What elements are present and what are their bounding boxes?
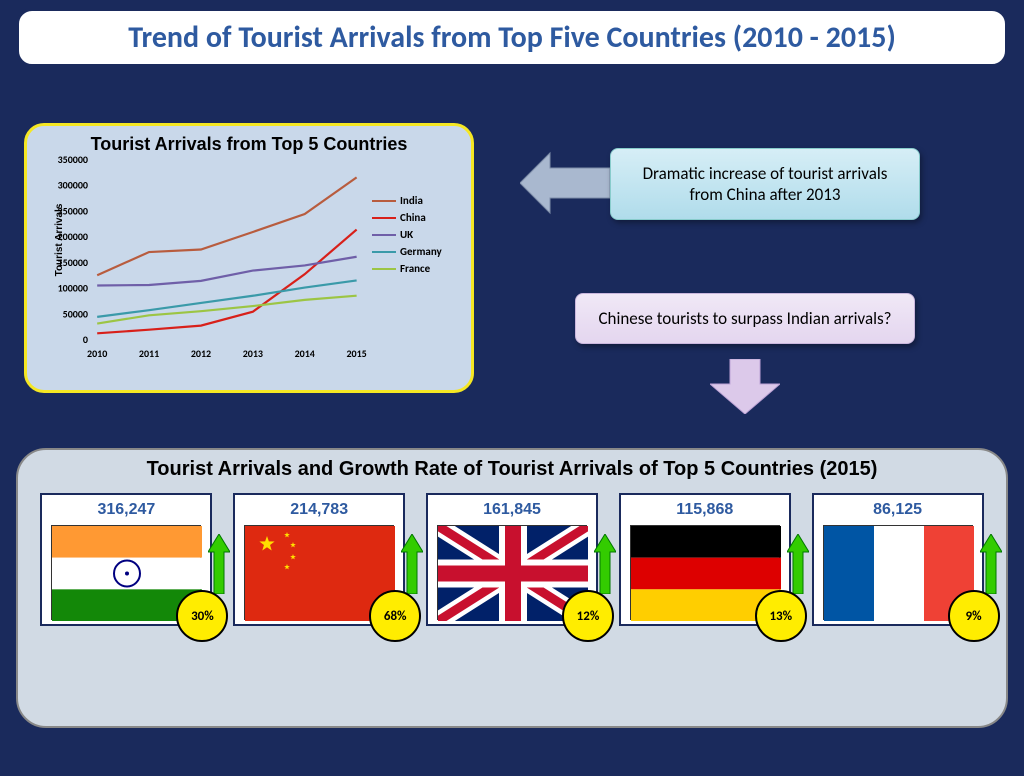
legend-item: France xyxy=(372,262,461,275)
page-title: Trend of Tourist Arrivals from Top Five … xyxy=(39,19,985,56)
up-arrow-icon xyxy=(401,534,423,594)
legend-label: France xyxy=(400,262,430,275)
arrow-down-icon xyxy=(710,359,780,414)
legend-item: Germany xyxy=(372,245,461,258)
growth-badge: 9% xyxy=(948,590,1000,642)
up-arrow-icon xyxy=(208,534,230,594)
arrivals-value: 161,845 xyxy=(432,501,592,519)
arrow-left-icon xyxy=(520,148,610,218)
legend-item: UK xyxy=(372,228,461,241)
legend-label: India xyxy=(400,194,423,207)
svg-text:350000: 350000 xyxy=(58,155,88,166)
svg-text:2011: 2011 xyxy=(139,347,159,360)
callout-surpass-question: Chinese tourists to surpass Indian arriv… xyxy=(575,293,915,344)
arrivals-value: 86,125 xyxy=(818,501,978,519)
legend-swatch xyxy=(372,200,396,202)
growth-badge: 12% xyxy=(562,590,614,642)
arrivals-value: 115,868 xyxy=(625,501,785,519)
svg-text:2013: 2013 xyxy=(243,347,263,360)
chart-svg: 0500001000001500002000002500003000003500… xyxy=(37,155,372,365)
svg-text:2014: 2014 xyxy=(295,347,315,360)
line-chart-panel: Tourist Arrivals from Top 5 Countries To… xyxy=(24,123,474,393)
up-arrow-icon xyxy=(594,534,616,594)
country-card-germany: 115,868 13% xyxy=(619,493,791,626)
up-arrow-icon xyxy=(787,534,809,594)
country-card-france: 86,125 9% xyxy=(812,493,984,626)
legend-label: Germany xyxy=(400,245,442,258)
arrivals-value: 214,783 xyxy=(239,501,399,519)
legend-swatch xyxy=(372,234,396,236)
growth-badge: 68% xyxy=(369,590,421,642)
bottom-title: Tourist Arrivals and Growth Rate of Tour… xyxy=(30,458,994,481)
legend-swatch xyxy=(372,217,396,219)
svg-text:0: 0 xyxy=(83,333,88,346)
country-card-china: 214,783 68% xyxy=(233,493,405,626)
chart-ylabel: Tourist Arrivals xyxy=(54,204,65,277)
callout-china-increase: Dramatic increase of tourist arrivals fr… xyxy=(610,148,920,220)
legend-item: China xyxy=(372,211,461,224)
svg-text:2012: 2012 xyxy=(191,347,211,360)
svg-text:2015: 2015 xyxy=(346,347,366,360)
flags-row: 316,247 30% 214,783 68% 161,845 12% 115,… xyxy=(30,493,994,626)
chart-plot: Tourist Arrivals 05000010000015000020000… xyxy=(37,155,372,365)
growth-badge: 30% xyxy=(176,590,228,642)
growth-badge: 13% xyxy=(755,590,807,642)
arrivals-value: 316,247 xyxy=(46,501,206,519)
legend-item: India xyxy=(372,194,461,207)
legend-swatch xyxy=(372,268,396,270)
svg-text:50000: 50000 xyxy=(63,307,88,320)
legend-label: China xyxy=(400,211,426,224)
svg-text:2010: 2010 xyxy=(87,347,107,360)
chart-legend: India China UK Germany France xyxy=(372,155,461,365)
country-card-india: 316,247 30% xyxy=(40,493,212,626)
svg-text:300000: 300000 xyxy=(58,179,88,192)
legend-swatch xyxy=(372,251,396,253)
up-arrow-icon xyxy=(980,534,1002,594)
legend-label: UK xyxy=(400,228,413,241)
page-title-bar: Trend of Tourist Arrivals from Top Five … xyxy=(16,8,1008,67)
country-card-uk: 161,845 12% xyxy=(426,493,598,626)
chart-title: Tourist Arrivals from Top 5 Countries xyxy=(37,134,461,155)
svg-text:100000: 100000 xyxy=(58,282,88,295)
bottom-panel: Tourist Arrivals and Growth Rate of Tour… xyxy=(16,448,1008,728)
